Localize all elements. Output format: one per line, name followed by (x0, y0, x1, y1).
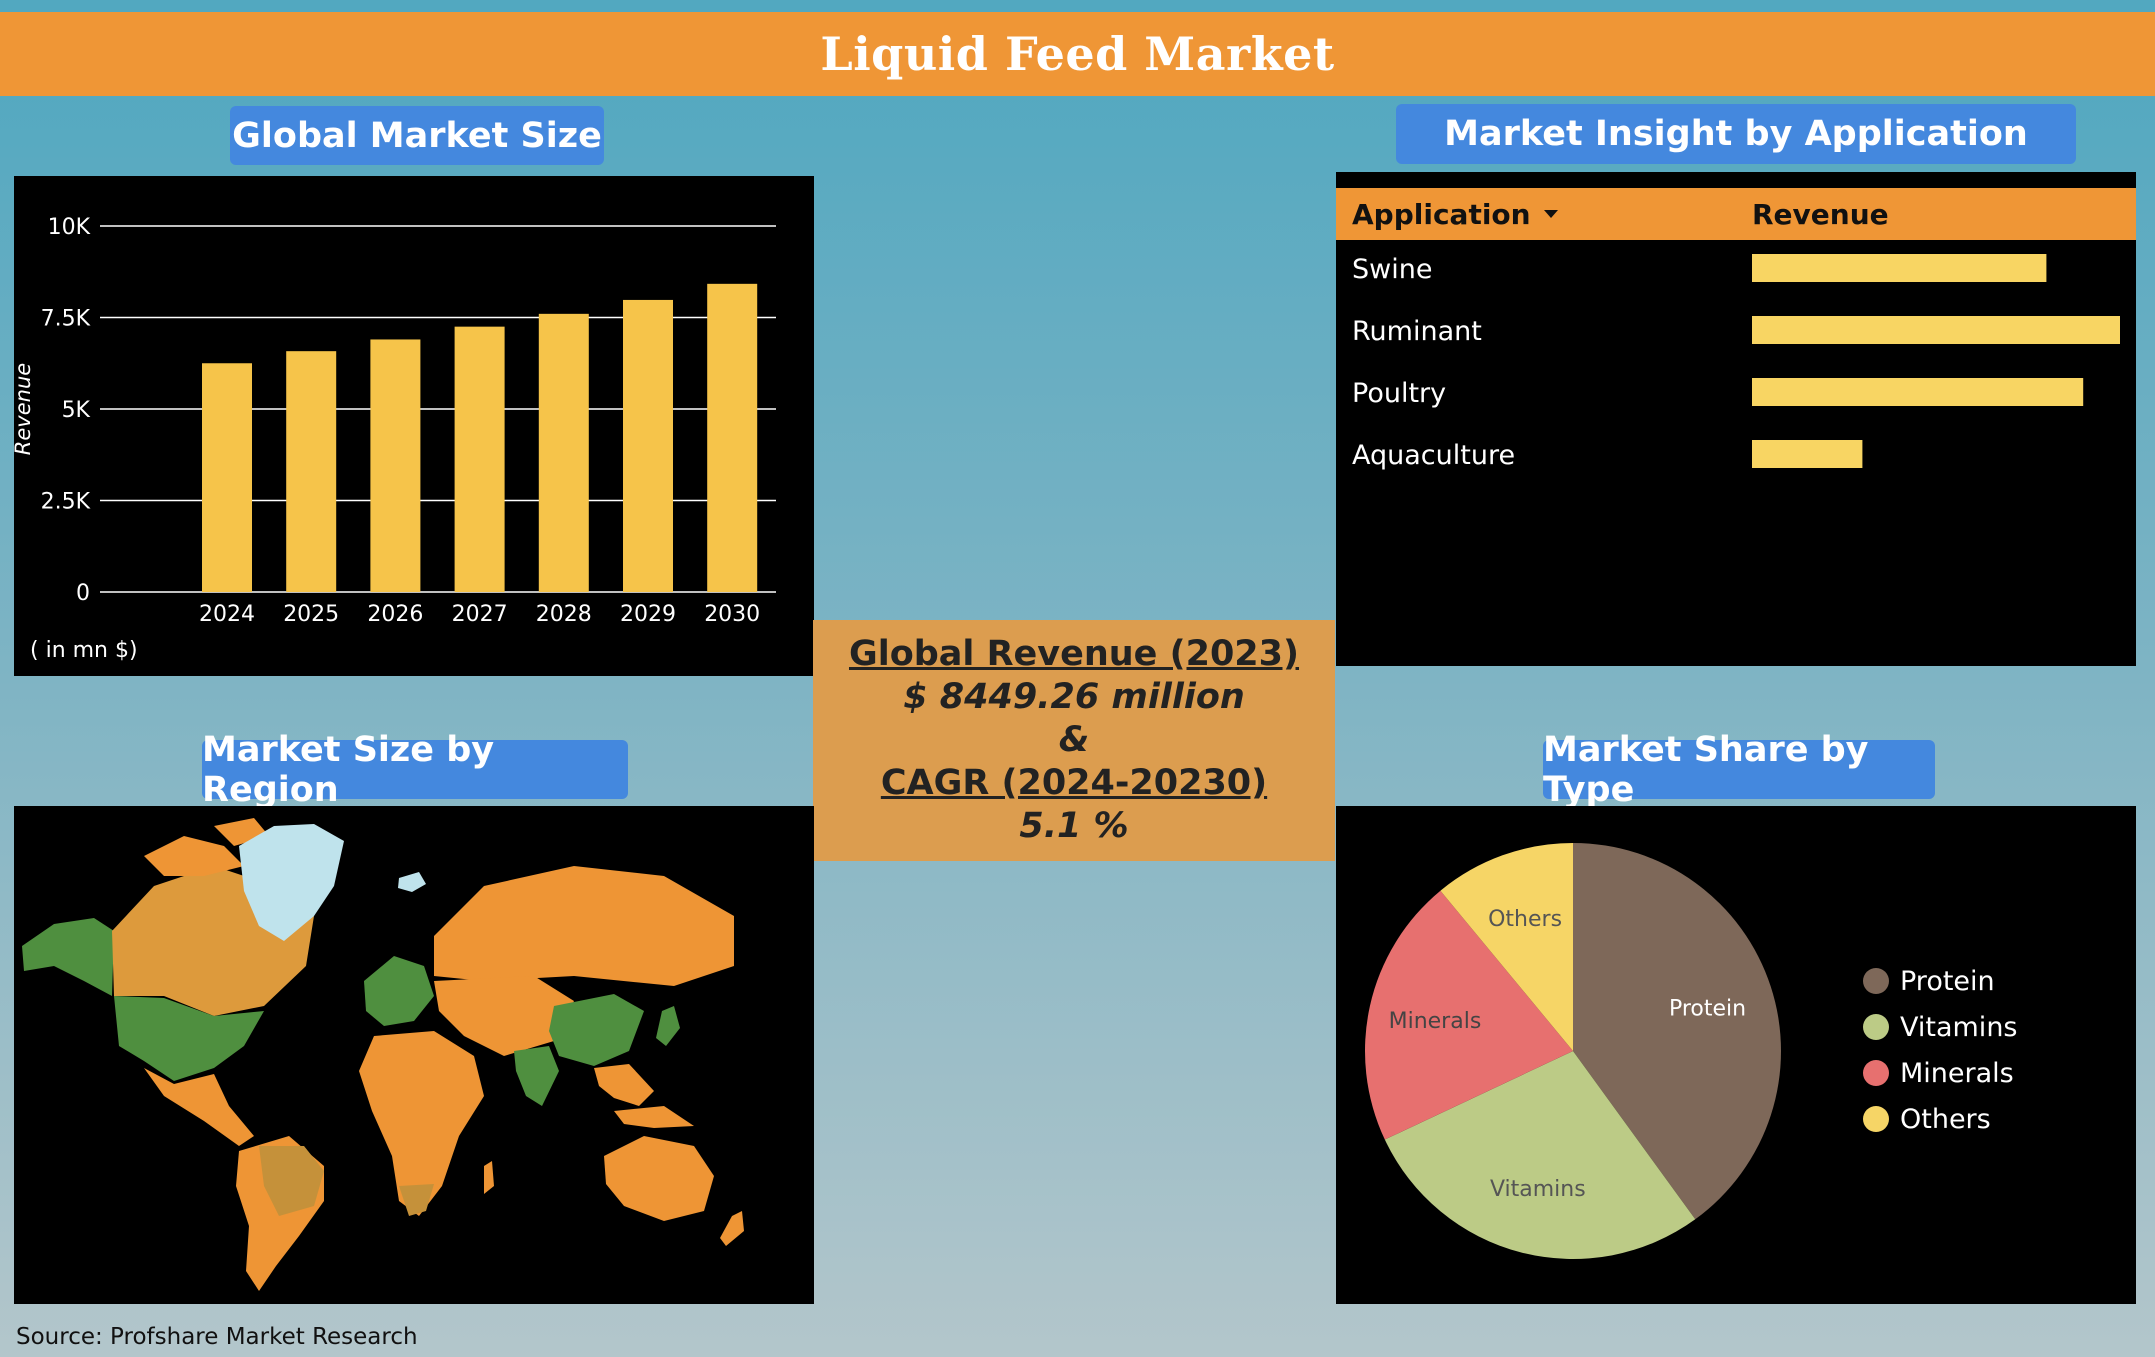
map-usa[interactable] (114, 996, 264, 1081)
region-panel (14, 806, 814, 1304)
application-table-header (1336, 188, 2136, 240)
cagr-heading: CAGR (2024-20230) (880, 763, 1268, 803)
cagr-value: 5.1 % (1019, 806, 1129, 846)
caret-down-icon (1543, 210, 1558, 218)
map-madagascar (484, 1161, 494, 1194)
x-tick-label: 2024 (199, 602, 255, 627)
legend-swatch (1863, 1014, 1889, 1040)
map-japan[interactable] (656, 1006, 680, 1046)
revenue-column-header[interactable]: Revenue (1752, 188, 1889, 240)
x-tick-label: 2027 (452, 602, 508, 627)
pie-slice-label: Vitamins (1490, 1177, 1586, 1202)
application-label: Ruminant (1352, 316, 1482, 347)
application-panel: Application Revenue Swine Ruminant Poultry… (1336, 172, 2136, 666)
y-tick-label: 7.5K (41, 307, 91, 332)
title-banner: Liquid Feed Market (0, 12, 2155, 96)
market-size-bar-chart: 0 2.5K 5K 7.5K 10K 2024 2025 2026 2027 2028 2029 20… (11, 215, 776, 663)
map-arctic-islands (144, 818, 269, 876)
x-tick-label: 2029 (620, 602, 676, 627)
application-bar-chart: Swine Ruminant Poultry Aquaculture (1352, 254, 2120, 471)
type-pie-chart: Protein Vitamins Minerals Others Protein Vita… (1365, 843, 2018, 1259)
legend-label: Protein (1900, 966, 1995, 997)
global-revenue-heading: Global Revenue (2023) (848, 634, 1300, 674)
region-heading: Market Size by Region (202, 730, 628, 810)
application-bar-ruminant[interactable] (1752, 316, 2120, 344)
type-heading: Market Share by Type (1543, 730, 1935, 810)
application-label: Swine (1352, 254, 1432, 285)
market-size-panel: 0 2.5K 5K 7.5K 10K 2024 2025 2026 2027 2028 2029 20… (11, 176, 814, 676)
revenue-column-label: Revenue (1752, 197, 1889, 231)
legend-label: Vitamins (1900, 1012, 2018, 1043)
pie-slice-minerals[interactable] (1365, 890, 1573, 1140)
application-bar-aquaculture[interactable] (1752, 440, 1863, 468)
y-tick-label: 2.5K (41, 490, 91, 515)
application-column-label: Application (1352, 197, 1531, 231)
map-south-africa[interactable] (399, 1184, 434, 1216)
market-size-heading: Global Market Size (230, 106, 604, 165)
bar-2024[interactable] (202, 363, 252, 592)
x-tick-label: 2025 (283, 602, 339, 627)
map-mexico[interactable] (144, 1068, 254, 1146)
global-revenue-value: $ 8449.26 million (903, 677, 1245, 717)
y-axis-label: Revenue (14, 363, 35, 455)
legend-label: Others (1900, 1104, 1991, 1135)
x-tick-label: 2026 (367, 602, 423, 627)
map-china[interactable] (549, 994, 644, 1066)
application-label: Poultry (1352, 378, 1446, 409)
bar-2027[interactable] (454, 326, 505, 592)
map-europe[interactable] (364, 956, 434, 1026)
application-heading: Market Insight by Application (1396, 104, 2076, 164)
application-label: Aquaculture (1352, 440, 1515, 471)
bar-2030[interactable] (707, 283, 758, 592)
legend-swatch (1863, 1060, 1889, 1086)
global-revenue-box: Global Revenue (2023) $ 8449.26 million … (813, 620, 1335, 861)
page-title: Liquid Feed Market (820, 27, 1335, 81)
y-tick-label: 10K (48, 215, 91, 240)
ampersand: & (1058, 720, 1090, 760)
unit-note: ( in mn $) (30, 638, 138, 663)
bar-2029[interactable] (623, 299, 673, 592)
map-brazil[interactable] (259, 1146, 324, 1216)
map-alaska[interactable] (22, 918, 114, 996)
bar-2028[interactable] (538, 313, 589, 592)
map-iceland (398, 872, 426, 892)
pie-slice-others[interactable] (1440, 843, 1573, 1051)
map-new-zealand (720, 1211, 744, 1246)
map-africa[interactable] (359, 1031, 484, 1216)
pie-slice-vitamins[interactable] (1384, 1051, 1696, 1259)
x-tick-label: 2028 (536, 602, 592, 627)
world-map-landmasses (22, 818, 744, 1291)
legend-swatch (1863, 1106, 1889, 1132)
map-greenland[interactable] (239, 824, 344, 941)
application-bar-swine[interactable] (1752, 254, 2047, 282)
map-central-asia[interactable] (434, 976, 574, 1056)
map-southeast-asia[interactable] (594, 1064, 694, 1128)
bar-2026[interactable] (370, 339, 421, 592)
source-note: Source: Profshare Market Research (16, 1324, 418, 1350)
bar-2025[interactable] (286, 351, 337, 592)
map-india[interactable] (514, 1046, 559, 1106)
pie-slice-label: Minerals (1389, 1009, 1482, 1034)
legend-swatch (1863, 968, 1889, 994)
top-strip (0, 0, 2155, 12)
pie-slice-label: Others (1488, 907, 1562, 932)
y-tick-label: 0 (76, 581, 90, 606)
world-map (22, 818, 744, 1291)
application-column-header[interactable]: Application (1352, 188, 1559, 240)
pie-slice-protein[interactable] (1573, 843, 1781, 1220)
y-tick-label: 5K (62, 398, 91, 423)
application-bar-poultry[interactable] (1752, 378, 2084, 406)
pie-slice-label: Protein (1669, 996, 1746, 1021)
type-panel: Protein Vitamins Minerals Others Protein Vita… (1336, 806, 2136, 1304)
map-australia[interactable] (604, 1136, 714, 1221)
x-tick-label: 2030 (704, 602, 760, 627)
map-russia[interactable] (434, 866, 734, 986)
legend-label: Minerals (1900, 1058, 2014, 1089)
